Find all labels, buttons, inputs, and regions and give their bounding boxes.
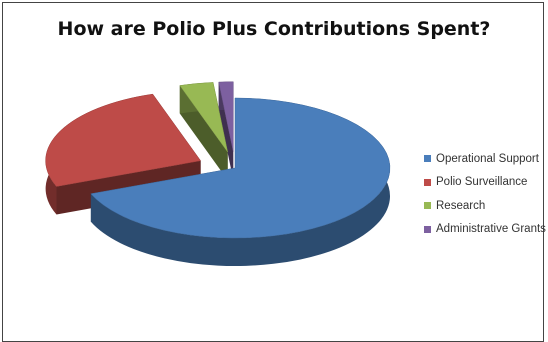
chart-title: How are Polio Plus Contributions Spent?	[57, 18, 491, 40]
pie-slice-administrative-grants	[218, 81, 234, 152]
legend-label: Research	[436, 199, 486, 212]
legend-item: Polio Surveillance	[424, 171, 546, 195]
legend: Operational Support Polio Surveillance Res…	[424, 147, 546, 241]
legend-swatch	[424, 178, 431, 186]
pie-slice-operational-support	[90, 97, 391, 239]
legend-swatch	[424, 225, 431, 233]
legend-swatch	[424, 155, 431, 163]
legend-item: Research	[424, 194, 546, 218]
pie-top-layer	[45, 81, 391, 239]
legend-label: Administrative Grants	[436, 223, 546, 236]
legend-swatch	[424, 202, 431, 210]
pie-slice-research	[179, 82, 228, 153]
legend-label: Operational Support	[436, 152, 539, 165]
pie-chart	[45, 81, 391, 266]
legend-item: Administrative Grants	[424, 218, 546, 242]
legend-label: Polio Surveillance	[436, 176, 528, 189]
pie-slice-polio-surveillance	[45, 93, 202, 187]
legend-item: Operational Support	[424, 147, 546, 171]
